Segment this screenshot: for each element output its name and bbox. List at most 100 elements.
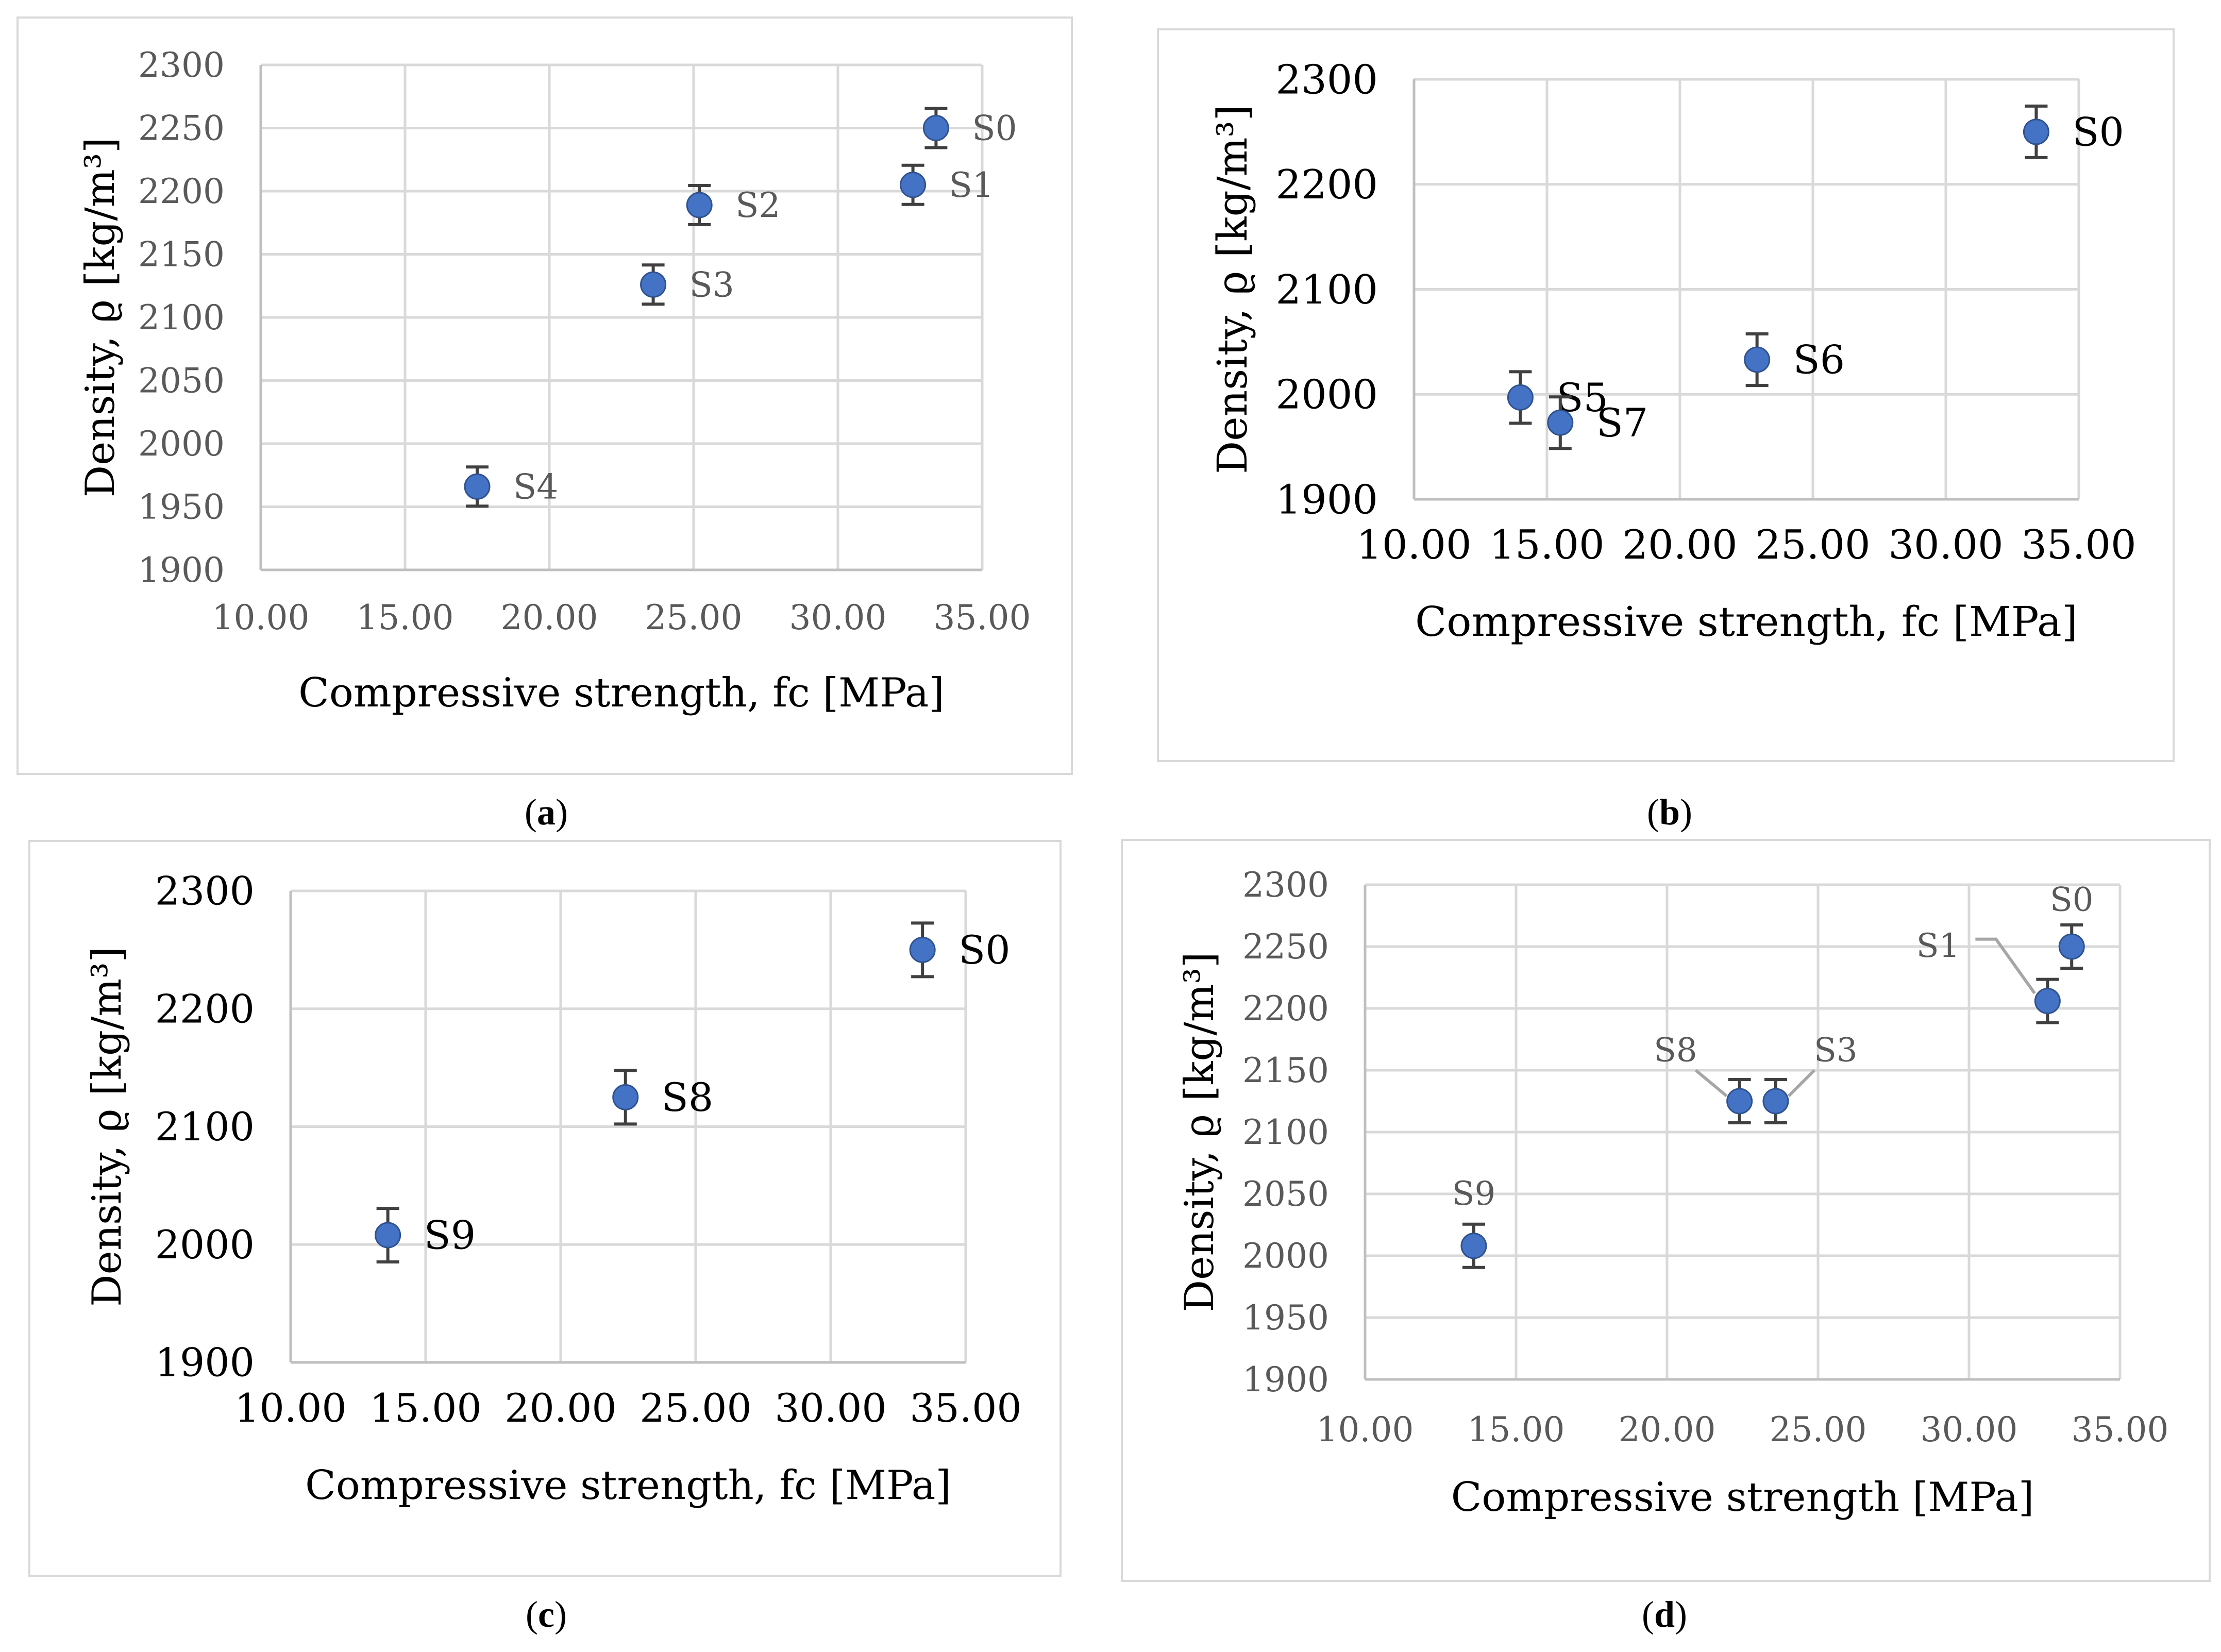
data-point-s7: [1547, 409, 1574, 436]
data-label-s0: S0: [958, 927, 1010, 973]
caption-d: (d): [1641, 1594, 1687, 1635]
x-tick-label: 35.00: [2072, 1410, 2169, 1449]
x-tick-label: 10.00: [234, 1385, 347, 1431]
x-tick-label: 20.00: [1622, 522, 1737, 568]
data-label-s0: S0: [2050, 881, 2094, 919]
leader-line-s8: [1694, 1069, 1728, 1098]
x-tick-label: 30.00: [1921, 1410, 2018, 1449]
x-tick-label: 25.00: [1755, 522, 1870, 568]
x-tick-label: 30.00: [789, 598, 887, 637]
y-tick-label: 2050: [138, 361, 225, 401]
data-label-s0: S0: [972, 109, 1017, 148]
y-tick-label: 2250: [1242, 927, 1329, 967]
data-label-s2: S2: [735, 186, 780, 225]
y-tick-label: 2050: [1242, 1174, 1329, 1214]
data-point-s4: [464, 473, 491, 500]
y-tick-label: 1900: [1275, 477, 1378, 523]
data-point-s9: [375, 1222, 401, 1249]
x-tick-label: 10.00: [1317, 1410, 1414, 1449]
data-point-s5: [1507, 384, 1534, 411]
y-tick-label: 2200: [1275, 162, 1378, 208]
x-tick-label: 15.00: [1468, 1410, 1565, 1449]
data-point-s0: [2058, 933, 2085, 960]
x-tick-label: 10.00: [212, 598, 310, 637]
y-tick-label: 2100: [1242, 1112, 1329, 1152]
data-label-s8: S8: [662, 1074, 713, 1120]
chart-panel-d: 10.00 15.00 20.00 25.00 30.00 35.00 1900 1950 20…: [1121, 839, 2211, 1582]
x-tick-label: 35.00: [910, 1385, 1022, 1431]
x-tick-label: 10.00: [1356, 522, 1471, 568]
leader-line-s3: [1787, 1069, 1816, 1098]
y-tick-label: 2000: [155, 1222, 255, 1268]
data-label-s1: S1: [949, 165, 994, 205]
x-tick-label: 30.00: [775, 1385, 887, 1431]
x-axis-title: Compressive strength [MPa]: [1451, 1474, 2034, 1521]
data-label-s3: S3: [689, 265, 734, 305]
chart-panel-b: 10.00 15.00 20.00 25.00 30.00 35.00 1900 2000 21…: [1157, 28, 2175, 762]
x-tick-label: 20.00: [501, 598, 598, 637]
y-tick-label: 1900: [138, 550, 225, 590]
data-point-s0: [2023, 119, 2049, 145]
data-label-s7: S7: [1596, 400, 1648, 446]
y-tick-label: 2000: [1275, 372, 1378, 418]
y-tick-label: 2300: [155, 868, 255, 914]
x-tick-label: 20.00: [1619, 1410, 1716, 1449]
y-tick-label: 2250: [138, 109, 225, 148]
data-label-s6: S6: [1793, 337, 1845, 383]
x-axis-title: Compressive strength, fc [MPa]: [298, 670, 945, 716]
caption-c: (c): [526, 1594, 567, 1635]
x-tick-label: 15.00: [357, 598, 454, 637]
data-point-s2: [686, 192, 713, 218]
y-axis-title: Density, ϱ [kg/m³]: [84, 947, 130, 1307]
x-tick-label: 15.00: [1489, 522, 1604, 568]
data-label-s8: S8: [1654, 1031, 1697, 1069]
data-point-s6: [1744, 346, 1771, 373]
caption-a: (a): [525, 791, 568, 833]
data-label-s0: S0: [2072, 109, 2124, 155]
data-point-s1: [2034, 988, 2061, 1015]
data-point-s8: [612, 1084, 639, 1110]
chart-panel-a: 10.00 15.00 20.00 25.00 30.00 35.00 1900 1950 20…: [16, 16, 1073, 775]
y-tick-label: 1950: [1242, 1298, 1329, 1338]
chart-d-svg: 10.00 15.00 20.00 25.00 30.00 35.00 1900 1950 20…: [1176, 865, 2169, 1521]
data-label-s4: S4: [513, 467, 558, 507]
y-tick-label: 2200: [155, 986, 255, 1032]
x-tick-label: 35.00: [2021, 522, 2136, 568]
x-axis-title: Compressive strength, fc [MPa]: [305, 1462, 951, 1509]
leader-line-s1: [1975, 937, 2036, 994]
caption-b: (b): [1646, 791, 1692, 833]
chart-a-svg: 10.00 15.00 20.00 25.00 30.00 35.00 1900 1950 20…: [77, 45, 1031, 716]
y-tick-label: 1900: [155, 1340, 255, 1386]
x-axis-title: Compressive strength, fc [MPa]: [1415, 598, 2078, 646]
y-tick-label: 2300: [1242, 865, 1329, 905]
data-point-s8: [1726, 1088, 1753, 1115]
x-tick-label: 15.00: [369, 1385, 482, 1431]
y-tick-label: 2000: [1242, 1236, 1329, 1276]
y-tick-label: 2100: [138, 298, 225, 338]
x-tick-label: 35.00: [934, 598, 1031, 637]
data-point-s3: [640, 271, 667, 298]
y-tick-label: 2300: [138, 45, 225, 85]
data-point-s9: [1460, 1233, 1487, 1259]
chart-c-svg: 10.00 15.00 20.00 25.00 30.00 35.00 1900 2000 21…: [84, 868, 1022, 1509]
y-tick-label: 2100: [1275, 267, 1378, 313]
x-tick-label: 25.00: [1770, 1410, 1867, 1449]
y-axis-title: Density, ϱ [kg/m³]: [1176, 952, 1223, 1312]
y-tick-label: 2150: [1242, 1051, 1329, 1090]
y-tick-label: 1900: [1242, 1360, 1329, 1400]
chart-panel-c: 10.00 15.00 20.00 25.00 30.00 35.00 1900 2000 21…: [28, 840, 1062, 1577]
x-tick-label: 30.00: [1888, 522, 2003, 568]
data-label-s9: S9: [424, 1212, 476, 1258]
data-label-s9: S9: [1452, 1175, 1496, 1213]
x-tick-label: 25.00: [645, 598, 743, 637]
y-tick-label: 2150: [138, 235, 225, 275]
chart-b-svg: 10.00 15.00 20.00 25.00 30.00 35.00 1900 2000 21…: [1208, 57, 2136, 646]
y-tick-label: 2000: [138, 424, 225, 464]
y-tick-label: 1950: [138, 487, 225, 527]
data-point-s0: [922, 115, 949, 141]
y-tick-label: 2200: [1242, 989, 1329, 1029]
data-point-s1: [900, 172, 927, 198]
y-tick-label: 2200: [138, 172, 225, 211]
y-tick-label: 2100: [155, 1104, 255, 1150]
data-label-s1: S1: [1916, 927, 1960, 965]
